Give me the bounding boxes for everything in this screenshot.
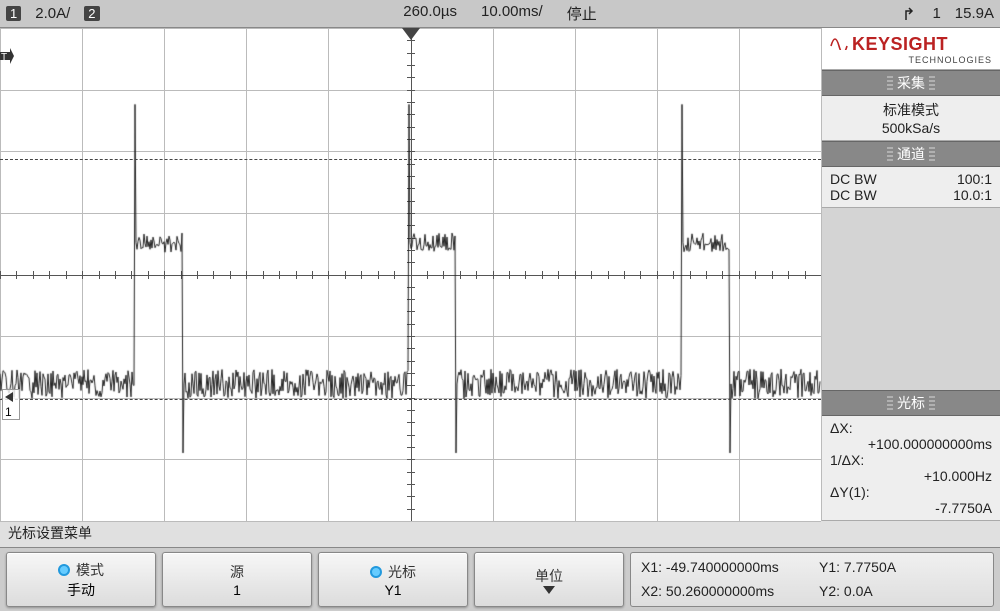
readout-y1-label: Y1: bbox=[819, 559, 840, 575]
acquisition-panel-body: 标准模式 500kSa/s bbox=[822, 96, 1000, 141]
svg-text:T: T bbox=[1, 52, 7, 63]
softkey-units[interactable]: 单位 bbox=[474, 552, 624, 607]
ch2-bw: BW bbox=[854, 187, 877, 203]
main-area: T 1 KEYSIGHT TECHNOLOGIES 采集 标准模式 500kSa… bbox=[0, 28, 1000, 521]
channel-row-2: DC BW 10.0:1 bbox=[830, 187, 992, 203]
ch1-ground-label: 1 bbox=[5, 405, 12, 419]
chevron-down-icon bbox=[543, 586, 555, 594]
cursor-dx-label: ΔX: bbox=[830, 420, 992, 436]
rising-edge-icon bbox=[904, 6, 918, 22]
trigger-readout: 1 15.9A bbox=[904, 5, 994, 22]
readout-y1: Y1: 7.7750A bbox=[813, 557, 989, 579]
softkey-cursor-value: Y1 bbox=[384, 582, 401, 598]
softkey-units-label: 单位 bbox=[535, 566, 563, 586]
channels-panel-body: DC BW 100:1 DC BW 10.0:1 bbox=[822, 167, 1000, 208]
softkey-mode-value: 手动 bbox=[67, 580, 95, 600]
waveform-trace bbox=[0, 28, 821, 521]
ch1-coupling: DC bbox=[830, 171, 850, 187]
channel-row-1: DC BW 100:1 bbox=[830, 171, 992, 187]
timebase-value: 10.00ms/ bbox=[481, 3, 543, 24]
delay-value: 260.0µs bbox=[403, 3, 457, 24]
ch1-badge: 1 bbox=[6, 6, 21, 21]
softkey-bar: 模式 手动 源 1 光标 Y1 单位 X1: -49.740000000ms Y… bbox=[0, 547, 1000, 611]
top-status-bar: 1 2.0A/ 2 260.0µs 10.00ms/ 停止 1 15.9A bbox=[0, 0, 1000, 28]
softkey-mode[interactable]: 模式 手动 bbox=[6, 552, 156, 607]
cursor-dy-label: ΔY(1): bbox=[830, 484, 992, 500]
ch2-probe: 10.0:1 bbox=[953, 187, 992, 203]
cursor-menu-title: 光标设置菜单 bbox=[0, 521, 1000, 545]
ch1-probe: 100:1 bbox=[957, 171, 992, 187]
cursor-readouts: X1: -49.740000000ms Y1: 7.7750A X2: 50.2… bbox=[630, 552, 994, 607]
readout-y1-value: 7.7750A bbox=[844, 559, 896, 575]
channel-scales: 1 2.0A/ 2 bbox=[6, 5, 100, 22]
ch2-badge: 2 bbox=[84, 6, 99, 21]
select-indicator-icon bbox=[58, 564, 70, 576]
ch1-ground-marker: 1 bbox=[2, 389, 20, 420]
select-indicator-icon bbox=[370, 566, 382, 578]
channels-panel-header[interactable]: 通道 bbox=[822, 141, 1000, 167]
softkey-cursor-label: 光标 bbox=[388, 562, 416, 582]
cursor-invdx-value: +10.000Hz bbox=[830, 468, 992, 484]
cursor-dy-value: -7.7750A bbox=[830, 500, 992, 516]
keysight-wave-icon bbox=[830, 34, 848, 55]
cursor-invdx-label: 1/ΔX: bbox=[830, 452, 992, 468]
trigger-time-marker-icon bbox=[402, 28, 420, 42]
acquisition-panel-header[interactable]: 采集 bbox=[822, 70, 1000, 96]
readout-x2-value: 50.260000000ms bbox=[666, 583, 774, 599]
softkey-source-value: 1 bbox=[233, 582, 241, 598]
softkey-source[interactable]: 源 1 bbox=[162, 552, 312, 607]
acq-sample-rate: 500kSa/s bbox=[830, 120, 992, 136]
cursor-y1-line[interactable] bbox=[0, 159, 821, 160]
ch2-coupling: DC bbox=[830, 187, 850, 203]
left-level-markers: T 1 bbox=[0, 28, 18, 521]
cursor-dx-value: +100.000000000ms bbox=[830, 436, 992, 452]
trigger-level: 15.9A bbox=[955, 5, 994, 22]
trigger-source: 1 bbox=[932, 5, 940, 22]
brand-name: KEYSIGHT bbox=[852, 34, 948, 55]
brand-sub: TECHNOLOGIES bbox=[830, 55, 992, 65]
oscilloscope-graticule[interactable]: T 1 bbox=[0, 28, 822, 521]
ch1-scale: 2.0A/ bbox=[35, 5, 70, 22]
readout-y2-label: Y2: bbox=[819, 583, 840, 599]
readout-x1-value: -49.740000000ms bbox=[666, 559, 779, 575]
readout-x2-label: X2: bbox=[641, 583, 662, 599]
readout-y2-value: 0.0A bbox=[844, 583, 873, 599]
brand-logo: KEYSIGHT TECHNOLOGIES bbox=[822, 28, 1000, 70]
readout-x1-label: X1: bbox=[641, 559, 662, 575]
softkey-mode-label: 模式 bbox=[76, 560, 104, 580]
readout-y2: Y2: 0.0A bbox=[813, 581, 989, 603]
acq-mode: 标准模式 bbox=[830, 100, 992, 120]
run-status: 停止 bbox=[567, 3, 597, 24]
softkey-source-label: 源 bbox=[230, 562, 244, 582]
ch1-bw: BW bbox=[854, 171, 877, 187]
cursors-panel-body: ΔX: +100.000000000ms 1/ΔX: +10.000Hz ΔY(… bbox=[822, 416, 1000, 521]
cursor-y2-line[interactable] bbox=[0, 399, 821, 400]
readout-x2: X2: 50.260000000ms bbox=[635, 581, 811, 603]
cursors-panel-header[interactable]: 光标 bbox=[822, 390, 1000, 416]
sidebar-spacer bbox=[822, 208, 1000, 390]
readout-x1: X1: -49.740000000ms bbox=[635, 557, 811, 579]
softkey-cursor[interactable]: 光标 Y1 bbox=[318, 552, 468, 607]
side-panel: KEYSIGHT TECHNOLOGIES 采集 标准模式 500kSa/s 通… bbox=[822, 28, 1000, 521]
timebase-group: 260.0µs 10.00ms/ 停止 bbox=[403, 3, 596, 24]
trigger-level-arrow-icon: T bbox=[0, 48, 14, 67]
